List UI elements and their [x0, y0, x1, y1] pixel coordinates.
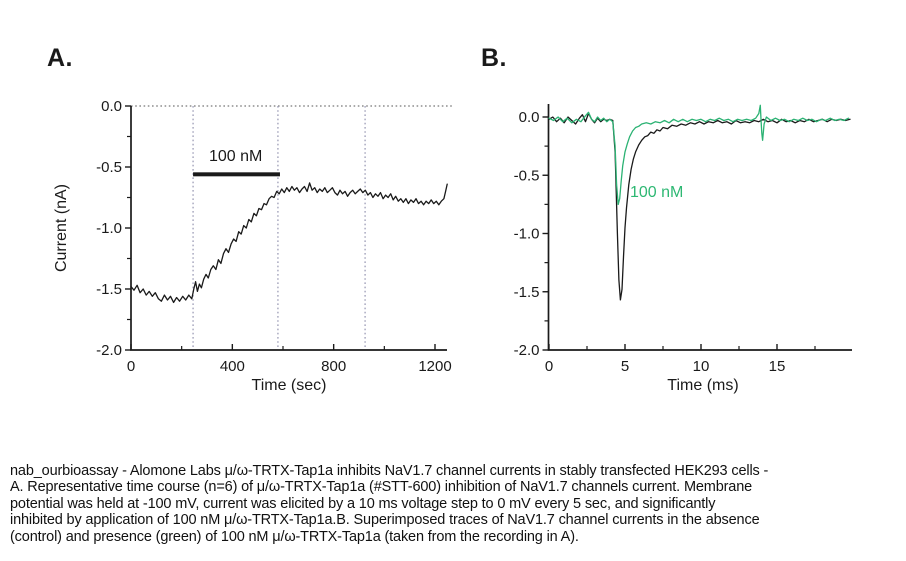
x-tick-label: 400: [220, 358, 245, 375]
caption-line: (control) and presence (green) of 100 nM…: [10, 528, 579, 545]
y-tick-label: -2.0: [514, 342, 540, 359]
caption-line: inhibited by application of 100 nM μ/ω-T…: [10, 512, 760, 529]
x-tick-label: 0: [127, 358, 135, 375]
time-course-trace: [130, 182, 448, 304]
x-tick-label: 800: [321, 358, 346, 375]
y-tick-label: -0.5: [96, 159, 122, 176]
x-tick-label: 15: [769, 358, 786, 375]
x-tick-label: 0: [545, 358, 553, 375]
panel-a-label: A.: [47, 44, 73, 72]
y-tick-label: -1.5: [514, 284, 540, 301]
y-tick-label: 0.0: [101, 98, 122, 115]
y-tick-label: -2.0: [96, 342, 122, 359]
figure-caption: nab_ourbioassay - Alomone Labs μ/ω-TRTX-…: [10, 463, 898, 545]
control-trace: [548, 112, 851, 301]
application-bar: [193, 172, 280, 177]
x-tick-label: 10: [693, 358, 710, 375]
x-tick-label: 5: [621, 358, 629, 375]
y-tick-label: -0.5: [514, 167, 540, 184]
x-tick-label: 1200: [418, 358, 451, 375]
y-tick-label: -1.0: [514, 226, 540, 243]
caption-line: nab_ourbioassay - Alomone Labs μ/ω-TRTX-…: [10, 463, 769, 479]
toxin-trace: [548, 104, 850, 206]
panel-b-label: B.: [481, 44, 507, 72]
panel-a-concentration-label: 100 nM: [209, 148, 263, 165]
y-tick-label: -1.5: [96, 281, 122, 298]
caption-line: A. Representative time course (n=6) of μ…: [10, 479, 753, 496]
panel-a-x-axis-title: Time (sec): [251, 377, 327, 394]
panel-b-x-axis-title: Time (ms): [667, 377, 739, 394]
panel-a-y-axis-title: Current (nA): [53, 183, 70, 273]
panel-b-concentration-label: 100 nM: [630, 184, 684, 201]
caption-line: potential was held at -100 mV, current w…: [10, 495, 716, 512]
y-tick-label: 0.0: [519, 109, 540, 126]
y-tick-label: -1.0: [96, 220, 122, 237]
